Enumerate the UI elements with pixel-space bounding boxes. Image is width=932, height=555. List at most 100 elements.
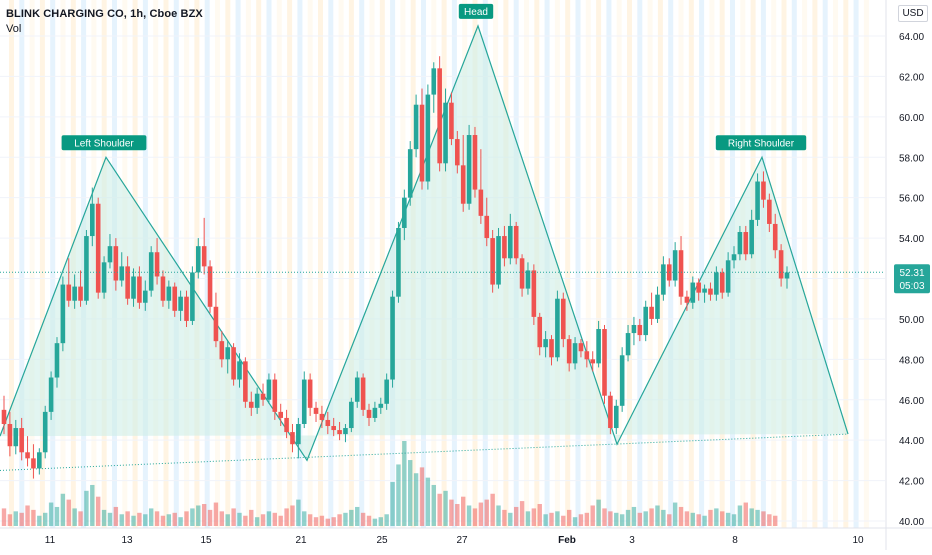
candle-body	[460, 165, 466, 204]
volume-bar	[637, 512, 643, 526]
candle-body	[513, 225, 519, 259]
volume-bar	[484, 499, 489, 526]
volume-bar	[396, 464, 401, 526]
candle-body	[307, 379, 313, 408]
candle-body	[396, 227, 401, 297]
candle-body	[84, 236, 89, 301]
candle-body	[613, 405, 619, 429]
price-tick-label: 50.00	[899, 315, 924, 326]
candle-body	[60, 284, 66, 344]
session-band	[833, 0, 838, 528]
session-band	[802, 0, 808, 528]
candle-body	[555, 298, 560, 358]
volume-bar	[549, 512, 554, 526]
volume-bar	[731, 514, 737, 526]
candle-body	[190, 272, 195, 321]
candle-body	[13, 428, 19, 447]
candle-body	[549, 339, 554, 358]
volume-bar	[225, 514, 230, 526]
session-band	[307, 0, 313, 528]
price-tick-label: 62.00	[899, 72, 924, 83]
session-band	[699, 0, 705, 528]
candle-body	[602, 329, 607, 396]
volume-bar	[319, 515, 325, 526]
candle-body	[625, 333, 631, 356]
volume-bar	[19, 512, 24, 526]
volume-bar	[166, 514, 172, 526]
session-band	[359, 0, 365, 528]
candle-body	[119, 266, 125, 281]
volume-bar	[443, 490, 448, 526]
volume-bar	[219, 511, 225, 526]
candle-body	[325, 419, 331, 427]
candle-body	[166, 286, 172, 301]
candle-body	[213, 306, 219, 342]
candle-body	[490, 238, 495, 285]
volume-bar	[95, 496, 101, 526]
volume-bar	[472, 508, 478, 526]
volume-bar	[231, 508, 236, 526]
session-band	[863, 0, 869, 528]
volume-bar	[596, 499, 601, 526]
candle-body	[101, 262, 107, 293]
volume-bar	[531, 508, 537, 526]
volume-bar	[72, 508, 77, 526]
volume-bar	[578, 514, 584, 526]
volume-bar	[243, 515, 248, 526]
volume-bar	[254, 517, 260, 526]
pattern-fill	[0, 25, 848, 461]
volume-bar	[449, 499, 454, 526]
volume-bar	[125, 511, 130, 526]
volume-bar	[48, 502, 54, 526]
volume-bar	[602, 508, 607, 526]
currency-button[interactable]: USD	[898, 5, 928, 22]
volume-bar	[90, 484, 95, 526]
candle-body	[243, 361, 248, 402]
volume-bar	[537, 504, 542, 526]
volume-bar	[178, 517, 183, 526]
session-band	[348, 0, 354, 528]
volume-bar	[284, 508, 289, 526]
candle-body	[407, 149, 413, 198]
session-band	[256, 0, 262, 528]
candle-body	[637, 324, 643, 336]
volume-bar	[37, 515, 42, 526]
volume-bar	[201, 504, 207, 526]
volume-bar	[66, 499, 71, 526]
session-band	[9, 0, 14, 528]
candle-body	[319, 413, 325, 420]
volume-indicator-label[interactable]: Vol	[6, 23, 22, 35]
session-band	[39, 0, 45, 528]
price-tick-label: 60.00	[899, 113, 924, 124]
volume-bar	[690, 512, 696, 526]
candle-body	[231, 347, 236, 380]
session-band	[297, 0, 303, 528]
session-band	[812, 0, 818, 528]
volume-bar	[372, 518, 378, 526]
volume-bar	[714, 508, 719, 526]
volume-bar	[608, 511, 613, 526]
candle-body	[784, 272, 790, 279]
session-band	[19, 0, 25, 528]
time-tick-label: 11	[45, 535, 56, 546]
volume-bar	[749, 508, 754, 526]
volume-bar	[160, 515, 166, 526]
volume-bar	[43, 512, 48, 526]
candle-body	[443, 102, 448, 164]
annotation-label: Left Shoulder	[74, 138, 134, 149]
volume-bar	[54, 506, 60, 526]
price-tick-label: 64.00	[899, 32, 924, 43]
session-band	[235, 0, 241, 528]
volume-bar	[384, 514, 389, 526]
price-tag-bg	[894, 264, 930, 294]
session-band	[575, 0, 581, 528]
candle-body	[78, 286, 83, 301]
volume-bar	[355, 506, 360, 526]
session-band	[184, 0, 190, 528]
volume-bar	[119, 514, 124, 526]
candle-body	[537, 316, 543, 348]
session-band	[596, 0, 602, 528]
volume-bar	[525, 511, 531, 526]
